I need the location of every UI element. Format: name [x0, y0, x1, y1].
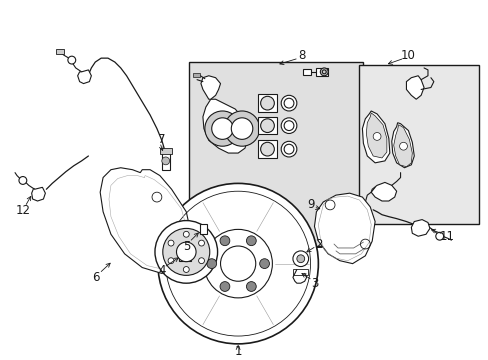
Polygon shape — [370, 183, 396, 201]
Polygon shape — [203, 99, 247, 153]
Circle shape — [162, 157, 169, 165]
Text: 1: 1 — [234, 345, 242, 358]
Circle shape — [220, 282, 229, 291]
Circle shape — [246, 236, 256, 246]
Polygon shape — [406, 76, 423, 99]
Circle shape — [183, 266, 189, 273]
Text: 4: 4 — [158, 264, 165, 277]
Circle shape — [68, 56, 76, 64]
Bar — [56, 49, 64, 54]
Circle shape — [206, 259, 216, 269]
Polygon shape — [100, 168, 191, 273]
Circle shape — [168, 258, 174, 264]
Circle shape — [198, 258, 204, 264]
Text: 7: 7 — [158, 133, 165, 146]
Circle shape — [320, 68, 327, 76]
Circle shape — [259, 259, 269, 269]
Polygon shape — [201, 76, 220, 99]
Circle shape — [211, 118, 233, 139]
Circle shape — [155, 221, 217, 283]
Polygon shape — [32, 187, 45, 201]
Text: 3: 3 — [310, 277, 318, 290]
Circle shape — [163, 228, 209, 275]
Circle shape — [296, 255, 304, 263]
Polygon shape — [393, 125, 411, 167]
Circle shape — [231, 118, 252, 139]
Polygon shape — [78, 70, 91, 84]
Text: 11: 11 — [439, 230, 454, 243]
Bar — [257, 117, 277, 135]
Circle shape — [260, 96, 274, 110]
Circle shape — [292, 251, 308, 266]
Circle shape — [435, 232, 443, 240]
Circle shape — [204, 111, 240, 146]
Polygon shape — [314, 193, 374, 264]
Circle shape — [203, 229, 272, 298]
Bar — [189, 62, 363, 246]
Bar — [179, 254, 191, 261]
Circle shape — [281, 141, 296, 157]
Bar — [359, 65, 478, 224]
Circle shape — [19, 176, 27, 184]
Text: 9: 9 — [306, 198, 314, 211]
Bar — [316, 68, 327, 76]
Circle shape — [224, 111, 259, 146]
Circle shape — [158, 183, 318, 344]
Bar — [257, 94, 277, 112]
Polygon shape — [362, 111, 389, 163]
Text: 6: 6 — [92, 271, 100, 284]
Circle shape — [198, 240, 204, 246]
Circle shape — [183, 231, 189, 237]
Bar — [160, 148, 171, 154]
Circle shape — [281, 118, 296, 134]
Circle shape — [220, 236, 229, 246]
Circle shape — [372, 132, 380, 140]
Bar — [302, 69, 310, 75]
Bar — [292, 270, 307, 275]
Circle shape — [176, 242, 196, 262]
Text: 2: 2 — [314, 238, 322, 251]
Bar — [200, 225, 206, 234]
Circle shape — [246, 282, 256, 291]
Circle shape — [281, 95, 296, 111]
Circle shape — [260, 142, 274, 156]
Circle shape — [399, 142, 407, 150]
Text: 5: 5 — [183, 239, 190, 252]
Circle shape — [260, 119, 274, 132]
Polygon shape — [366, 113, 386, 158]
Text: 10: 10 — [400, 49, 415, 62]
Circle shape — [220, 246, 255, 281]
Text: 12: 12 — [15, 204, 30, 217]
Text: 8: 8 — [298, 49, 305, 62]
Circle shape — [168, 240, 174, 246]
Bar — [162, 150, 169, 170]
Polygon shape — [391, 123, 413, 168]
Polygon shape — [410, 220, 429, 236]
Bar — [257, 140, 277, 158]
Bar — [193, 73, 200, 77]
